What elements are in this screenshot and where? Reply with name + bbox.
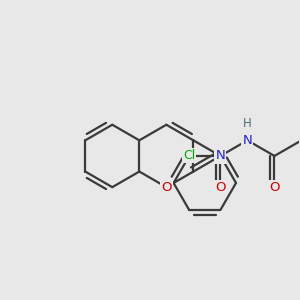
- Text: O: O: [161, 181, 172, 194]
- Text: O: O: [269, 181, 280, 194]
- Text: N: N: [243, 134, 252, 147]
- Text: Cl: Cl: [183, 149, 195, 162]
- Text: H: H: [243, 117, 252, 130]
- Text: N: N: [215, 149, 225, 162]
- Text: O: O: [215, 181, 226, 194]
